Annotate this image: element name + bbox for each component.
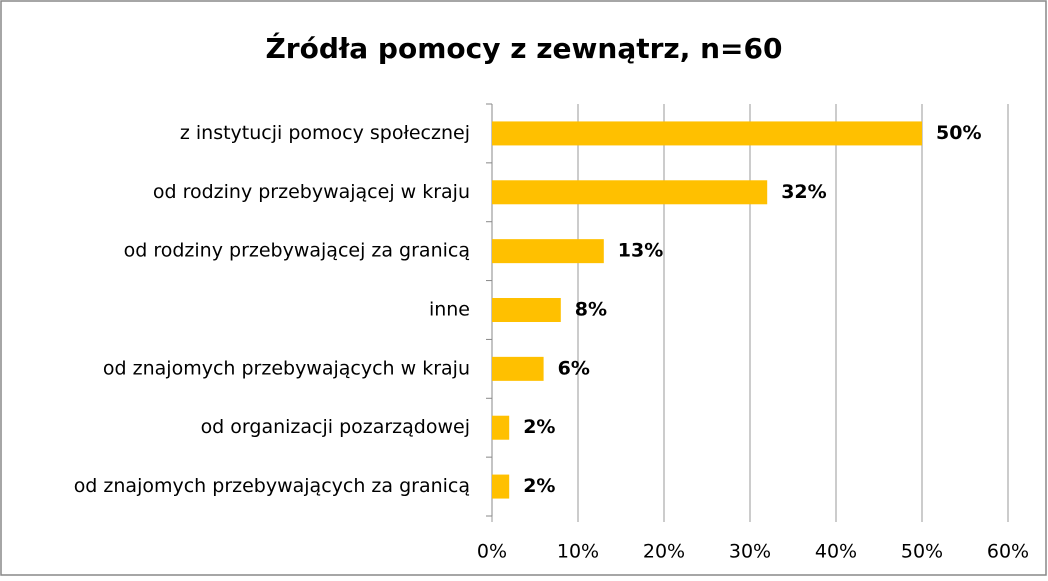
bar xyxy=(492,474,510,499)
data-label: 32% xyxy=(781,181,826,203)
bar xyxy=(492,356,544,381)
y-tick-label: inne xyxy=(429,299,470,321)
x-tick-label: 30% xyxy=(729,541,771,563)
chart-title: Źródła pomocy z zewnątrz, n=60 xyxy=(266,31,783,65)
bar xyxy=(492,180,768,205)
x-tick-label: 20% xyxy=(643,541,685,563)
data-label: 50% xyxy=(936,122,981,144)
y-tick-label: od znajomych przebywających za granicą xyxy=(74,475,470,497)
data-label: 2% xyxy=(523,475,555,497)
y-tick-label: od znajomych przebywających w kraju xyxy=(103,357,470,379)
x-tick-label: 60% xyxy=(987,541,1029,563)
x-tick-label: 50% xyxy=(901,541,943,563)
y-tick-label: od rodziny przebywającej w kraju xyxy=(153,181,470,203)
bar xyxy=(492,298,561,322)
y-tick-label: od rodziny przebywającej za granicą xyxy=(124,240,470,262)
data-label: 2% xyxy=(523,416,555,438)
data-label: 13% xyxy=(618,240,663,262)
bar xyxy=(492,415,510,440)
y-tick-label: z instytucji pomocy społecznej xyxy=(180,122,470,144)
data-label: 6% xyxy=(558,357,590,379)
data-label: 8% xyxy=(575,299,607,321)
x-tick-label: 40% xyxy=(815,541,857,563)
x-tick-label: 0% xyxy=(477,541,507,563)
bar xyxy=(492,239,604,264)
bar xyxy=(492,121,922,146)
x-tick-label: 10% xyxy=(557,541,599,563)
y-tick-label: od organizacji pozarządowej xyxy=(201,416,470,438)
